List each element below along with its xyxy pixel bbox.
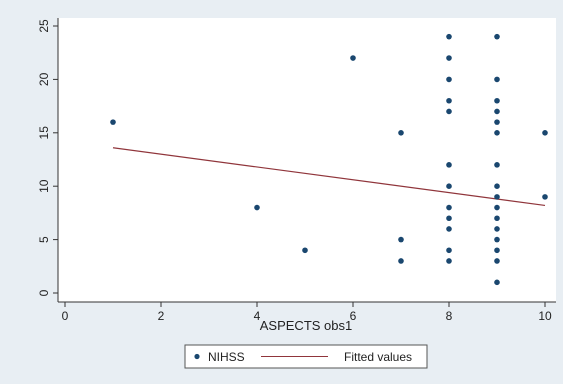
- nihss-point: [494, 215, 500, 222]
- nihss-point: [446, 226, 452, 232]
- fitted-values-line: [112, 147, 546, 207]
- nihss-point: [446, 76, 452, 83]
- x-tick-label: 10: [538, 309, 552, 323]
- nihss-point: [494, 33, 500, 40]
- nihss-point: [446, 183, 452, 189]
- nihss-point: [494, 194, 500, 200]
- y-tick-label: 5: [37, 236, 51, 243]
- nihss-point: [446, 97, 452, 104]
- nihss-point: [494, 162, 500, 168]
- nihss-point: [494, 247, 500, 254]
- nihss-point: [494, 258, 500, 264]
- nihss-point: [446, 108, 452, 115]
- nihss-point: [254, 204, 260, 211]
- nihss-point: [494, 76, 500, 83]
- nihss-point: [302, 247, 308, 254]
- nihss-point: [398, 130, 404, 136]
- nihss-point: [542, 130, 548, 136]
- nihss-point: [494, 279, 500, 286]
- plot-area: [58, 18, 556, 302]
- nihss-point: [494, 119, 500, 125]
- x-ticks: 0 2 4 6 8 10: [62, 302, 552, 323]
- nihss-point: [494, 204, 500, 211]
- y-tick-label: 0: [37, 289, 51, 296]
- nihss-point: [494, 97, 500, 104]
- nihss-point: [446, 215, 452, 222]
- x-axis-title: ASPECTS obs1: [260, 318, 353, 333]
- y-tick-label: 15: [37, 126, 51, 140]
- legend-nihss-marker: [194, 353, 200, 360]
- nihss-point: [494, 130, 500, 136]
- nihss-point: [446, 162, 452, 168]
- nihss-point: [494, 236, 500, 243]
- nihss-point: [110, 119, 116, 125]
- x-tick-label: 8: [446, 309, 453, 323]
- nihss-point: [494, 108, 500, 115]
- y-tick-label: 10: [37, 179, 51, 193]
- nihss-point: [398, 236, 404, 243]
- nihss-points-layer: [110, 33, 548, 286]
- x-tick-label: 0: [62, 309, 69, 323]
- y-tick-label: 25: [37, 19, 51, 33]
- nihss-point: [446, 204, 452, 211]
- nihss-point: [494, 226, 500, 232]
- nihss-point: [542, 194, 548, 200]
- legend: NIHSS Fitted values: [184, 344, 428, 369]
- nihss-point: [398, 258, 404, 264]
- nihss-point: [446, 33, 452, 40]
- fitted-values-line-layer: [112, 147, 546, 207]
- nihss-point: [446, 258, 452, 264]
- legend-nihss-label: NIHSS: [208, 350, 245, 364]
- y-ticks: 0 5 10 15 20 25: [37, 19, 58, 296]
- nihss-point: [446, 55, 452, 61]
- legend-fitted-label: Fitted values: [344, 350, 412, 364]
- x-tick-label: 2: [158, 309, 165, 323]
- y-tick-label: 20: [37, 72, 51, 86]
- nihss-point: [494, 183, 500, 189]
- nihss-point: [350, 55, 356, 61]
- nihss-point: [446, 247, 452, 254]
- x-tick-label: 6: [350, 309, 357, 323]
- x-tick-label: 4: [254, 309, 261, 323]
